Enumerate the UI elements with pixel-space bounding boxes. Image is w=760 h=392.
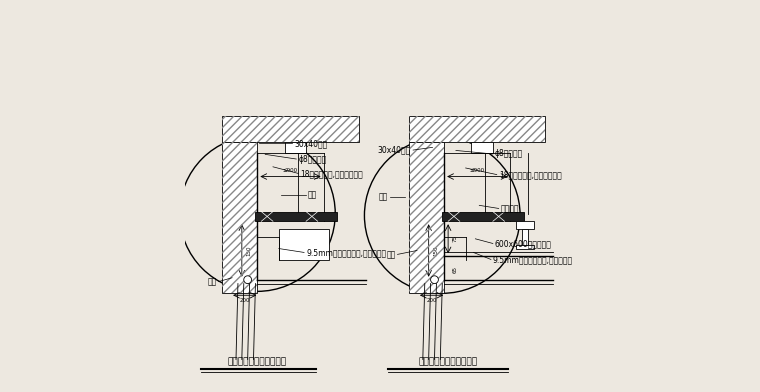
Text: 轻钢龙骨: 轻钢龙骨 [501,204,519,213]
Bar [223,142,258,293]
Text: 30x40木方: 30x40木方 [294,139,328,148]
Text: 滑道: 滑道 [378,192,388,201]
Bar [279,229,329,260]
Bar [223,116,359,142]
Text: ≤900: ≤900 [470,168,485,172]
Text: 9.5mm厚石膏板吊顶,白色乳胶漆: 9.5mm厚石膏板吊顶,白色乳胶漆 [493,255,573,264]
Text: 石膏板吊顶窗帘盒剖面图: 石膏板吊顶窗帘盒剖面图 [228,357,287,366]
Bar [409,142,445,293]
Bar [409,142,445,293]
Text: 150: 150 [246,245,252,256]
Text: 18厚细木工板,胶面防火处理: 18厚细木工板,胶面防火处理 [499,170,562,179]
Bar [522,229,528,245]
Text: 65: 65 [453,267,458,274]
Text: 200: 200 [426,298,437,303]
Bar [516,245,534,249]
Text: 窗帘: 窗帘 [386,250,395,259]
Circle shape [431,276,439,283]
Bar [223,142,258,293]
Text: ≤900: ≤900 [283,168,298,172]
Text: 600x600矿棉吸音板: 600x600矿棉吸音板 [495,239,552,248]
Bar [409,116,546,142]
Bar [255,212,337,221]
Bar [409,116,546,142]
Circle shape [244,276,252,283]
Bar [223,116,359,142]
Bar [516,221,534,229]
Bar [285,142,306,153]
Text: 滑道: 滑道 [308,191,317,200]
Text: 矿棉板吊顶窗帘盒剖面图: 矿棉板吊顶窗帘盒剖面图 [419,357,478,366]
Text: 18厚细木工板,胶面防火处理: 18厚细木工板,胶面防火处理 [300,169,363,178]
Bar [442,212,524,221]
Text: 75: 75 [453,235,458,242]
Bar [471,142,493,153]
Text: 9.5mm厚石膏板吊顶,白色乳胶漆: 9.5mm厚石膏板吊顶,白色乳胶漆 [306,248,386,257]
Text: ϕ8镀锌吊杆: ϕ8镀锌吊杆 [298,154,327,163]
Text: ϕ8镀锌吊杆: ϕ8镀锌吊杆 [495,149,523,158]
Text: 30x40木方: 30x40木方 [378,145,411,154]
Text: 150: 150 [433,245,439,256]
Text: 窗帘: 窗帘 [207,277,217,286]
Text: 200: 200 [239,298,250,303]
